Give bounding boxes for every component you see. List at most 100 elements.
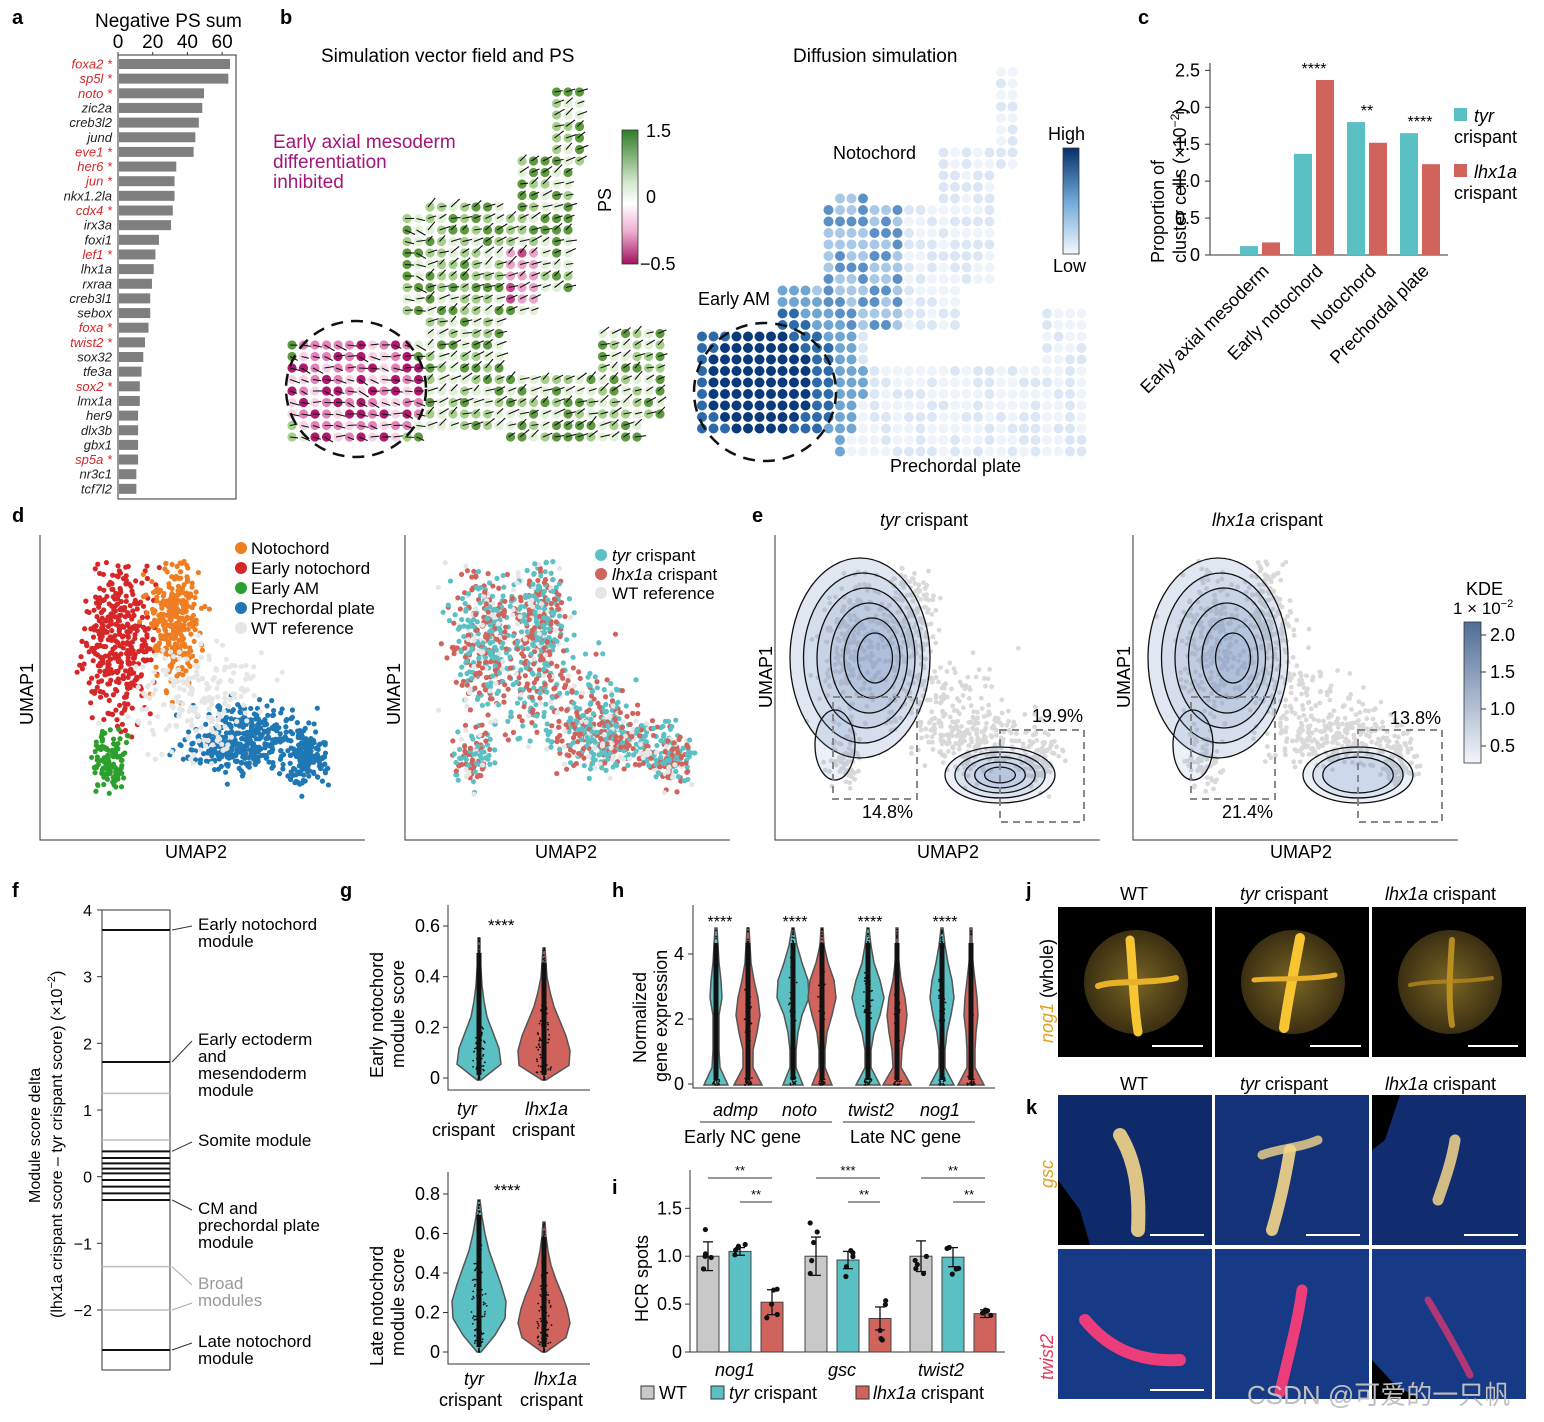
ps-vector-arrow (508, 225, 519, 231)
umap-crispant-cell (531, 661, 537, 667)
umap-cell (110, 741, 117, 747)
diffusion-cell (938, 205, 949, 215)
umap-crispant-cell (503, 624, 509, 630)
diffusion-cell (789, 331, 799, 342)
ps-vector-arrow (485, 417, 495, 426)
umap-crispant-cell (549, 723, 555, 729)
ps-vector-arrow (439, 294, 451, 300)
diffusion-cell (1065, 377, 1075, 388)
umap-cell (255, 727, 261, 733)
diffusion-cell (812, 331, 822, 342)
ps-cell (448, 397, 458, 408)
diffusion-cell (858, 205, 868, 215)
umap-cell (115, 615, 121, 622)
umap-cell (108, 677, 114, 683)
umap-crispant-cell (466, 650, 472, 656)
diffusion-cell (950, 446, 960, 457)
umap-crispant-cell (530, 627, 536, 633)
diffusion-cell (973, 274, 983, 284)
ps-vector-arrow (450, 245, 460, 254)
ps-cell (459, 305, 470, 316)
diffusion-cell (892, 377, 903, 388)
ps-vector-arrow (634, 370, 643, 380)
diffusion-cell (869, 320, 880, 330)
ps-cell (425, 202, 435, 212)
diffusion-cell (800, 389, 811, 399)
ps-vector-arrow (427, 291, 435, 300)
diffusion-cell (1053, 308, 1064, 319)
ps-vector-arrow (439, 352, 450, 358)
ps-vector-arrow (335, 390, 345, 395)
umap-crispant-cell (635, 702, 641, 708)
ps-vector-arrow (600, 374, 607, 380)
diffusion-cell (1065, 308, 1075, 319)
umap-cell (184, 656, 190, 662)
ps-vector-arrow (439, 205, 447, 208)
annotation-line-1: Early axial mesoderm (273, 132, 456, 153)
umap-cell (122, 705, 128, 711)
ps-vector-arrow (416, 252, 427, 260)
umap-cell (243, 761, 249, 767)
umap-cell (99, 678, 105, 684)
umap-crispant-cell (479, 622, 485, 628)
umap-cell (215, 680, 222, 686)
umap-cell (168, 622, 174, 628)
umap-cell (195, 664, 201, 670)
umap-cell (196, 677, 202, 683)
ps-vector-arrow (496, 261, 508, 266)
ps-vector-arrow (554, 408, 566, 415)
diffusion-cell (996, 113, 1006, 123)
umap-crispant-cell (540, 656, 546, 662)
diffusion-cell (858, 343, 868, 353)
umap-crispant-cell (592, 674, 598, 680)
ps-cell (540, 397, 550, 408)
ps-vector-arrow (496, 203, 504, 208)
ps-vector-arrow (462, 342, 470, 346)
umap-crispant-cell (552, 597, 558, 603)
ps-vector-arrow (508, 294, 518, 300)
umap-cell (176, 649, 182, 655)
umap-crispant-cell (515, 639, 521, 645)
umap-cell (93, 623, 99, 629)
diffusion-cell (950, 435, 960, 445)
umap-cell (283, 729, 289, 735)
a-bar-creb3l1 (119, 293, 151, 304)
ps-vector-arrow (473, 245, 484, 254)
umap-crispant-cell (556, 613, 563, 619)
umap-cell (195, 632, 202, 638)
ps-cell (574, 87, 585, 97)
umap-cell (280, 766, 286, 772)
ps-vector-arrow (312, 400, 322, 404)
umap-cell (263, 752, 269, 759)
ps-vector-arrow (439, 258, 445, 265)
ps-vector-arrow (600, 421, 612, 427)
ps-vector-arrow (427, 317, 440, 323)
umap-cell (198, 724, 204, 731)
umap-crispant-cell (553, 619, 559, 625)
ps-cell (517, 156, 527, 166)
ps-vector-arrow (565, 88, 576, 93)
diffusion-cell (950, 377, 960, 388)
umap-cell (299, 744, 305, 750)
diffusion-cell (835, 251, 845, 261)
umap-crispant-cell (536, 671, 542, 677)
umap-cell (102, 628, 108, 634)
umap-cell (117, 587, 124, 593)
diffusion-cell (823, 343, 834, 353)
umap-crispant-cell (463, 697, 469, 703)
umap-crispant-cell (500, 640, 506, 646)
umap-cell (303, 749, 309, 755)
umap-cell (277, 748, 284, 754)
ps-cell (574, 409, 585, 419)
umap-crispant-cell (475, 743, 481, 749)
umap-crispant-cell (468, 733, 475, 739)
diffusion-cell (996, 400, 1006, 411)
ps-vector-arrow (450, 224, 457, 231)
diffusion-cell (789, 423, 799, 434)
ps-vector-arrow (404, 378, 414, 382)
umap-cell (140, 571, 146, 578)
diffusion-cell (777, 412, 788, 422)
umap-cell (272, 726, 279, 732)
a-gene-label-her9: her9 (86, 408, 112, 423)
umap-cell (251, 664, 257, 670)
